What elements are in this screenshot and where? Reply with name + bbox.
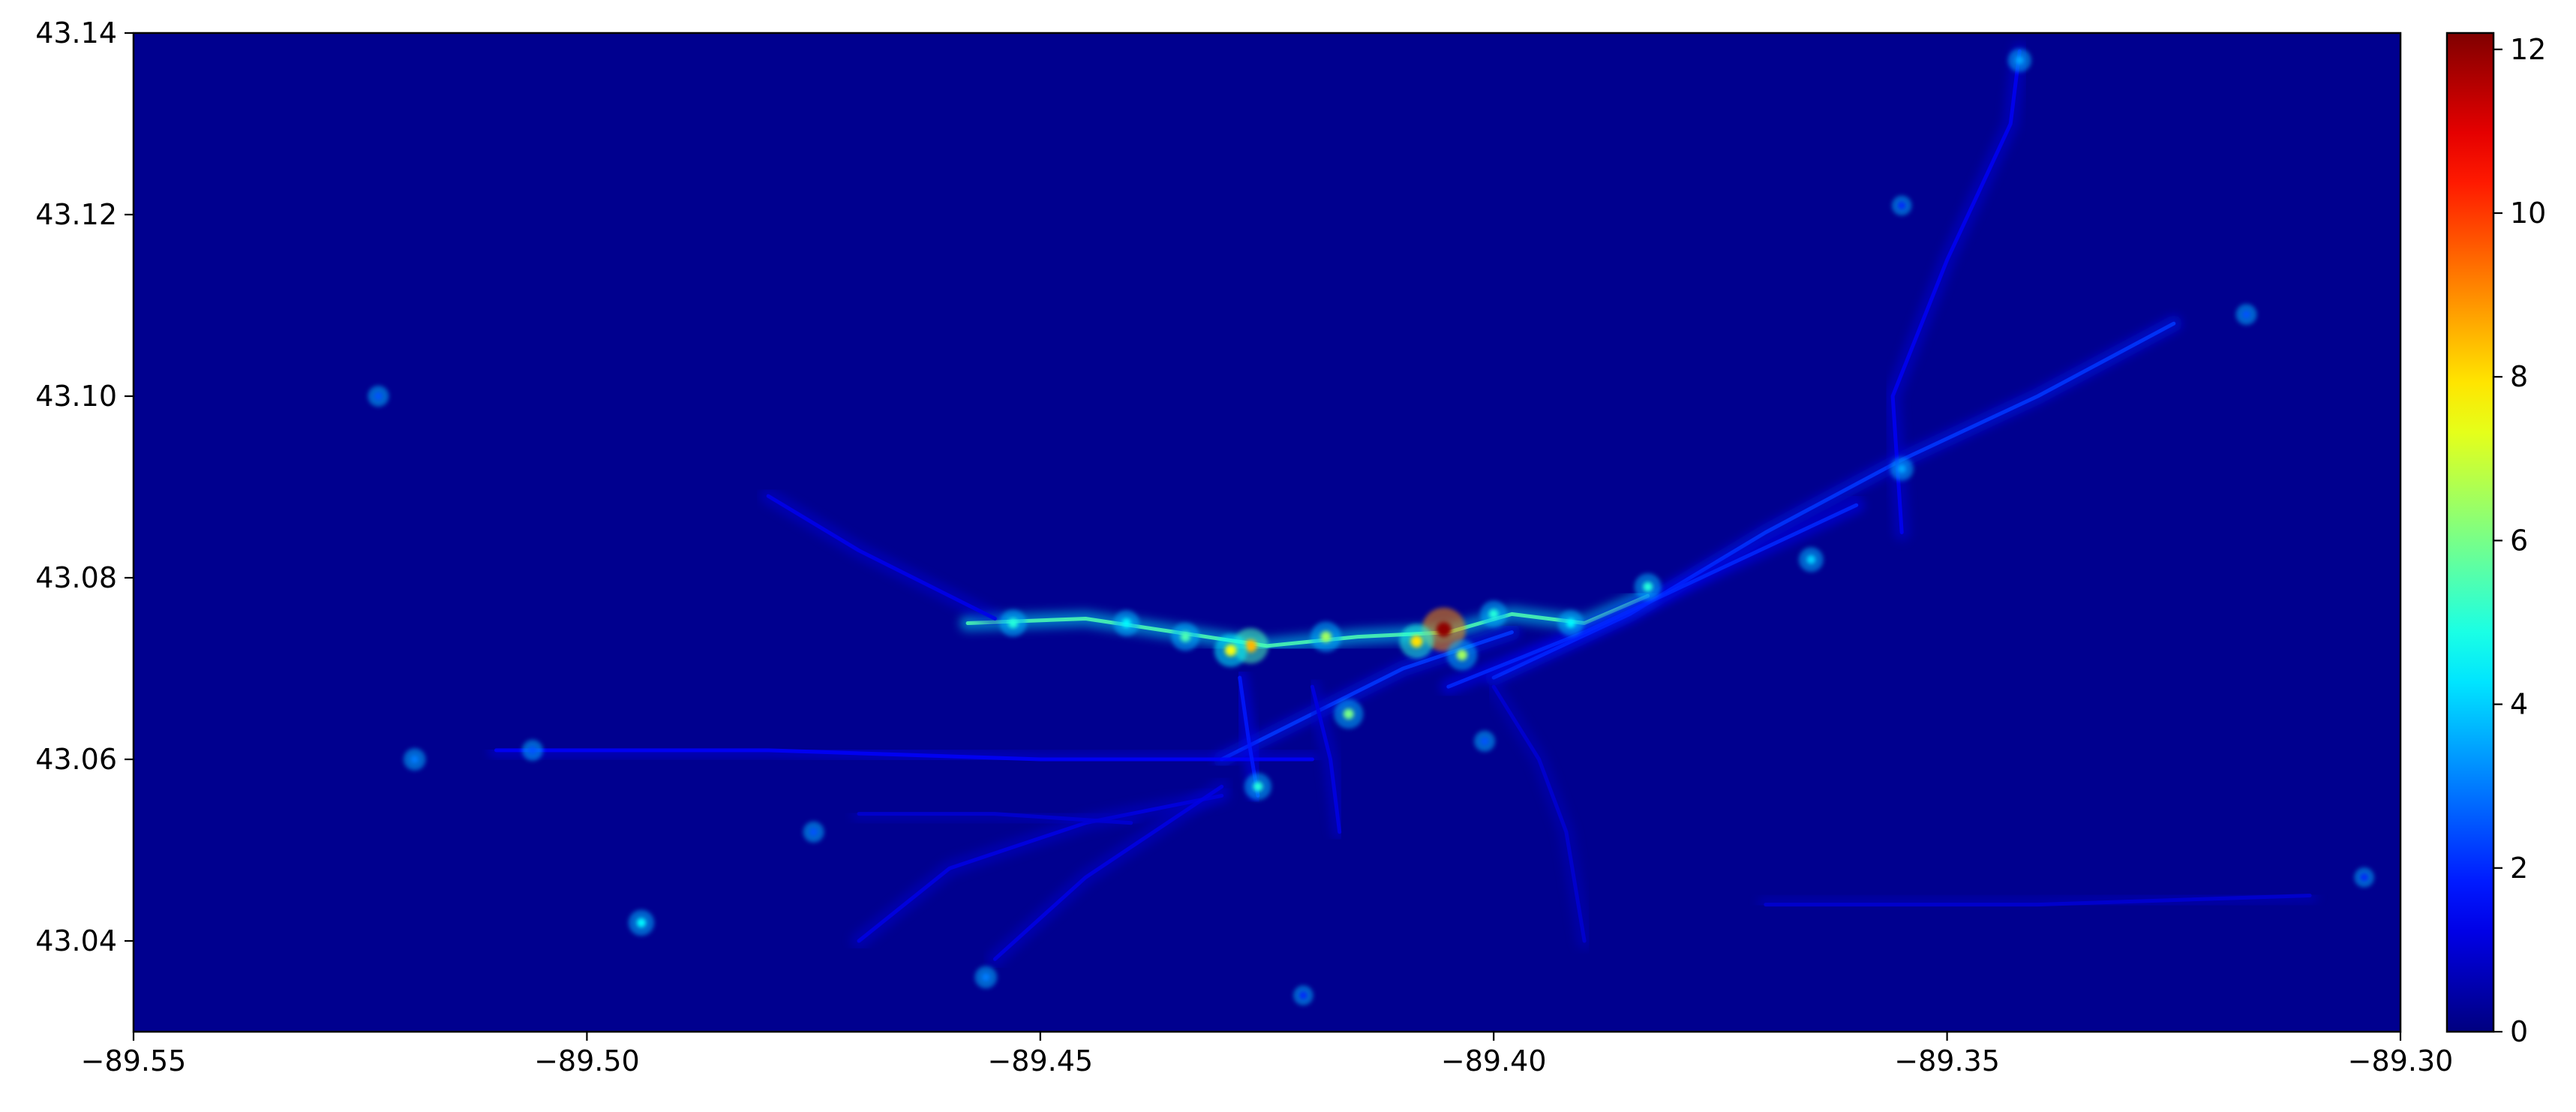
y-tick-label: 43.14 — [35, 17, 117, 50]
colorbar-tick-label: 2 — [2510, 852, 2528, 885]
y-axis: 43.04 43.06 43.08 43.10 43.12 43.14 — [35, 17, 134, 957]
heatmap-corridor — [857, 793, 1224, 943]
heatmap-corridor — [1491, 684, 1587, 943]
heatmap-hotspot — [1480, 737, 1489, 746]
heatmap-corridor — [1764, 894, 2312, 907]
x-tick-label: −89.40 — [1441, 1044, 1547, 1077]
heatmap-hotspot — [1008, 618, 1019, 628]
heatmap-hotspot — [1898, 201, 1906, 209]
x-axis: −89.55 −89.50 −89.45 −89.40 −89.35 −89.30 — [81, 1032, 2454, 1077]
heatmap-corridor — [857, 812, 1133, 825]
heatmap-hotspot — [1643, 582, 1653, 592]
x-tick-label: −89.35 — [1894, 1044, 2000, 1077]
y-tick-label: 43.10 — [35, 380, 117, 413]
heatmap-hotspot — [636, 918, 647, 928]
heatmap-corridor — [1446, 503, 1859, 689]
colorbar-tick-label: 6 — [2510, 524, 2528, 557]
heatmap-hotspot — [1410, 635, 1423, 648]
heatmap-hotspot — [1456, 649, 1468, 661]
heatmap-hotspot — [1566, 618, 1576, 628]
colorbar-tick-label: 8 — [2510, 360, 2528, 393]
heatmap-corridor — [766, 494, 997, 621]
colorbar-tick-label: 12 — [2510, 33, 2546, 66]
heatmap-hotspot — [1244, 639, 1257, 652]
heatmap-hotspot — [1320, 631, 1332, 642]
heatmap-hotspot — [1897, 464, 1906, 473]
heatmap-hotspot — [528, 746, 537, 755]
heatmap-hotspot — [374, 392, 383, 401]
y-tick-label: 43.08 — [35, 561, 117, 594]
colorbar-tick-label: 10 — [2510, 197, 2546, 230]
y-tick-label: 43.06 — [35, 743, 117, 776]
colorbar: 0 2 4 6 8 10 12 — [2445, 32, 2546, 1048]
colorbar-gradient — [2445, 32, 2495, 1033]
x-tick-label: −89.50 — [534, 1044, 640, 1077]
heatmap-corridor — [992, 784, 1224, 961]
heatmap-hotspot — [1488, 609, 1499, 619]
heatmap-hotspot — [981, 972, 990, 981]
plot-area — [132, 32, 2402, 1033]
heatmap-corridor — [1310, 684, 1342, 834]
heatmap-corridor — [494, 748, 1314, 762]
heatmap-hotspot — [2360, 873, 2368, 882]
plot-frame — [132, 32, 2402, 1033]
x-tick-label: −89.45 — [987, 1044, 1093, 1077]
heatmap-hotspot — [1224, 645, 1237, 657]
heatmap-hotspot — [1436, 621, 1452, 637]
heatmap-background — [134, 33, 2400, 1032]
x-tick-label: −89.55 — [81, 1044, 187, 1077]
colorbar-tick-label: 0 — [2510, 1015, 2528, 1048]
heatmap-hotspot — [1121, 618, 1131, 628]
heatmap-hotspot — [1253, 781, 1263, 792]
heatmap-hotspot — [1180, 631, 1190, 642]
heatmap-hotspot — [410, 755, 419, 764]
y-tick-label: 43.12 — [35, 198, 117, 231]
heatmap-hotspot — [1299, 991, 1308, 999]
heatmap-hotspot — [1806, 554, 1816, 564]
heatmap-hotspot — [809, 828, 818, 837]
heatmap-hotspot — [2242, 310, 2250, 319]
heatmap-corridor — [1890, 49, 2022, 534]
y-tick-label: 43.04 — [35, 924, 117, 957]
heatmap-hotspot — [2015, 56, 2025, 65]
heatmap-hotspot — [1343, 708, 1354, 720]
x-tick-label: −89.30 — [2348, 1044, 2454, 1077]
colorbar-tick-label: 4 — [2510, 688, 2528, 721]
